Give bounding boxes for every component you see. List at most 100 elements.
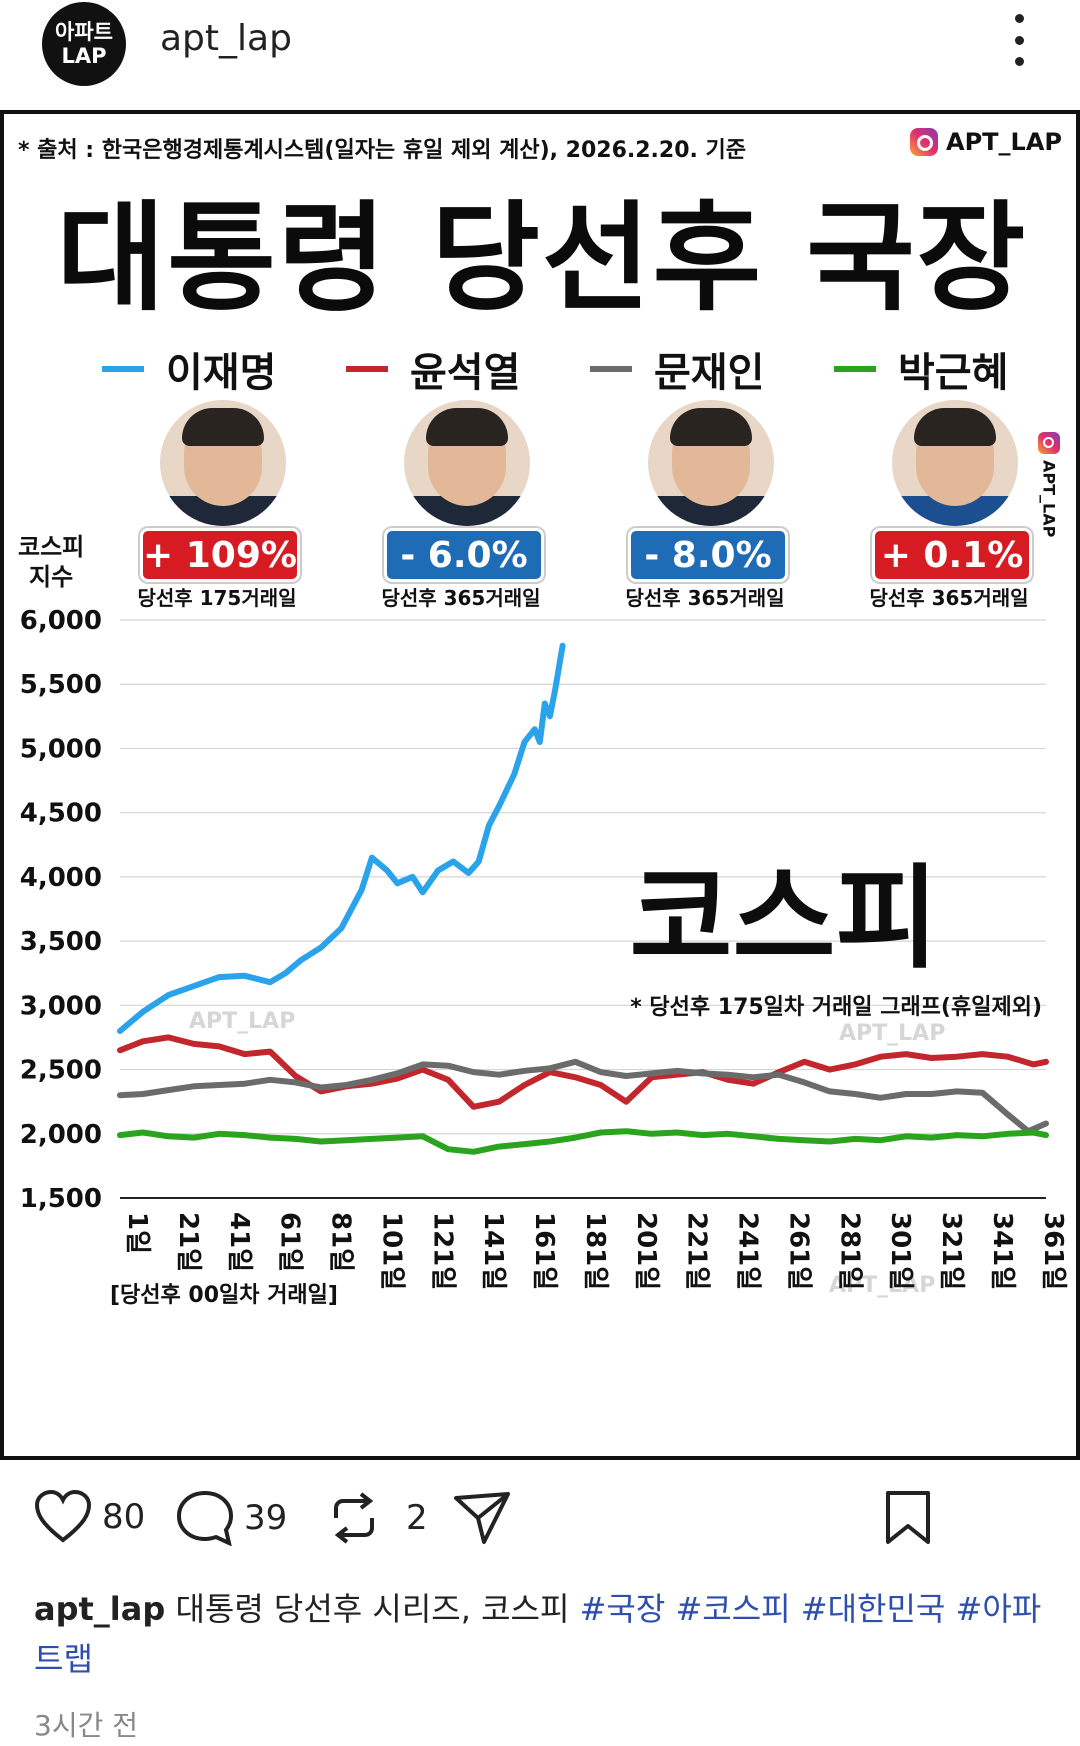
y-tick-label: 6,000 — [20, 606, 102, 636]
watermark-text: APT_LAP — [189, 1009, 295, 1034]
x-tick-label: 321일 — [936, 1212, 966, 1290]
y-tick-label: 5,000 — [20, 734, 102, 764]
legend-item: 윤석열 — [346, 340, 520, 398]
instagram-icon — [1038, 432, 1060, 454]
x-tick-label: 1일 — [122, 1212, 152, 1254]
y-tick-label: 3,000 — [20, 991, 102, 1021]
x-tick-label: 301일 — [885, 1212, 915, 1290]
avatar-line1: 아파트 — [55, 20, 113, 44]
y-tick-label: 5,500 — [20, 670, 102, 700]
page-title: 대통령 당선후 국장 — [56, 189, 1028, 327]
repost-button[interactable]: 2 — [326, 1490, 428, 1546]
header-username[interactable]: apt_lap — [160, 18, 292, 59]
action-bar: 80 39 2 — [0, 1460, 1080, 1570]
legend-item: 문재인 — [590, 340, 764, 398]
hashtag-link[interactable]: #코스피 — [675, 1590, 791, 1628]
side-watermark: APT_LAP — [1038, 432, 1060, 537]
y-tick-label: 2,000 — [20, 1120, 102, 1150]
instagram-icon — [910, 128, 938, 156]
post-header: 아파트 LAP apt_lap — [0, 0, 1080, 100]
series-line — [117, 1034, 1049, 1110]
y-tick-label: 2,500 — [20, 1056, 102, 1086]
x-tick-label: 221일 — [682, 1212, 712, 1290]
comment-button[interactable]: 39 — [176, 1490, 287, 1546]
x-axis-note: [당선후 00일차 거래일] — [110, 1283, 338, 1308]
like-button[interactable]: 80 — [34, 1490, 145, 1544]
portrait-photo — [648, 400, 774, 526]
y-tick-label: 1,500 — [20, 1184, 102, 1214]
change-badge: - 6.0% — [384, 528, 544, 582]
watermark-text: APT_LAP — [839, 1021, 945, 1046]
more-options-icon[interactable] — [1004, 14, 1034, 66]
post-image: * 출처 : 한국은행경제통계시스템(일자는 휴일 제외 계산), 2026.2… — [0, 110, 1080, 1460]
comment-count: 39 — [244, 1498, 288, 1538]
legend-line-icon — [102, 366, 144, 372]
source-note: * 출처 : 한국은행경제통계시스템(일자는 휴일 제외 계산), 2026.2… — [18, 138, 747, 163]
series-line — [117, 1128, 1049, 1155]
change-badge: + 0.1% — [872, 528, 1032, 582]
brand-text: APT_LAP — [946, 128, 1062, 156]
like-count: 80 — [102, 1497, 146, 1537]
x-tick-label: 341일 — [987, 1212, 1017, 1290]
legend-label: 문재인 — [654, 350, 765, 396]
series-lines — [117, 642, 1049, 1155]
legend-item: 박근혜 — [834, 340, 1008, 398]
repost-count: 2 — [406, 1498, 428, 1538]
x-tick-label: 241일 — [733, 1212, 763, 1290]
avatar-line2: LAP — [61, 44, 107, 68]
hashtag-link[interactable]: #아파트랩 — [34, 1590, 1042, 1678]
post-timestamp: 3시간 전 — [34, 1709, 138, 1742]
brand-mark: APT_LAP — [910, 128, 1062, 156]
chart-note: * 당선후 175일차 거래일 그래프(휴일제외) — [630, 995, 1042, 1020]
legend-item: 이재명 — [102, 340, 276, 398]
x-tick-label: 201일 — [631, 1212, 661, 1290]
hashtag-link[interactable]: #대한민국 — [800, 1590, 946, 1628]
change-badge: + 109% — [140, 528, 300, 582]
x-tick-label: 141일 — [478, 1212, 508, 1290]
repost-icon — [334, 1492, 374, 1544]
y-tick-label: 4,000 — [20, 863, 102, 893]
y-axis: 6,000 5,500 5,000 4,500 4,000 3,500 3,000 2,500… — [20, 606, 102, 1214]
avatar[interactable]: 아파트 LAP — [42, 2, 126, 86]
y-axis-label: 코스피 지수 — [18, 533, 85, 591]
badge-subtitle: 당선후 365거래일 — [869, 586, 1029, 610]
x-tick-label: 101일 — [376, 1212, 406, 1290]
legend-line-icon — [346, 366, 388, 372]
badge-subtitle: 당선후 175거래일 — [137, 586, 297, 610]
x-axis: 1일 21일 41일 61일 81일 101일 121일 141일 161일 181일 201일 22… — [122, 1212, 1068, 1290]
legend-line-icon — [834, 366, 876, 372]
x-tick-label: 261일 — [783, 1212, 813, 1290]
legend-label: 이재명 — [166, 350, 277, 396]
x-tick-label: 281일 — [834, 1212, 864, 1290]
send-icon — [454, 1492, 510, 1544]
y-tick-label: 4,500 — [20, 799, 102, 829]
bookmark-button[interactable] — [884, 1490, 932, 1546]
caption-username[interactable]: apt_lap — [34, 1590, 166, 1628]
share-button[interactable] — [452, 1490, 512, 1546]
watermark-text: APT_LAP — [829, 1273, 935, 1298]
comment-icon — [176, 1490, 234, 1546]
x-tick-label: 81일 — [326, 1212, 356, 1272]
legend: 이재명 윤석열 문재인 박근혜 — [4, 340, 1076, 396]
portrait-photo — [404, 400, 530, 526]
chart-title: 코스피 — [629, 853, 938, 984]
change-badge: - 8.0% — [628, 528, 788, 582]
kospi-chart: APT_LAP APT_LAP APT_LAP 6,000 5,500 5,000 4… — [20, 606, 1068, 1308]
hashtag-link[interactable]: #국장 — [579, 1590, 666, 1628]
caption-text: 대통령 당선후 시리즈, 코스피 — [175, 1590, 570, 1628]
x-tick-label: 61일 — [275, 1212, 305, 1272]
legend-label: 박근혜 — [898, 350, 1009, 396]
legend-label: 윤석열 — [410, 350, 521, 396]
legend-line-icon — [590, 366, 632, 372]
y-tick-label: 3,500 — [20, 927, 102, 957]
badge-subtitle: 당선후 365거래일 — [625, 586, 785, 610]
x-tick-label: 161일 — [529, 1212, 559, 1290]
grid — [120, 619, 1046, 1199]
x-tick-label: 121일 — [427, 1212, 457, 1290]
series-line — [117, 1058, 1049, 1135]
x-tick-label: 181일 — [580, 1212, 610, 1290]
portrait-photo — [160, 400, 286, 526]
badge-subtitle: 당선후 365거래일 — [381, 586, 541, 610]
bookmark-icon — [886, 1491, 930, 1544]
portrait-photo — [892, 400, 1018, 526]
